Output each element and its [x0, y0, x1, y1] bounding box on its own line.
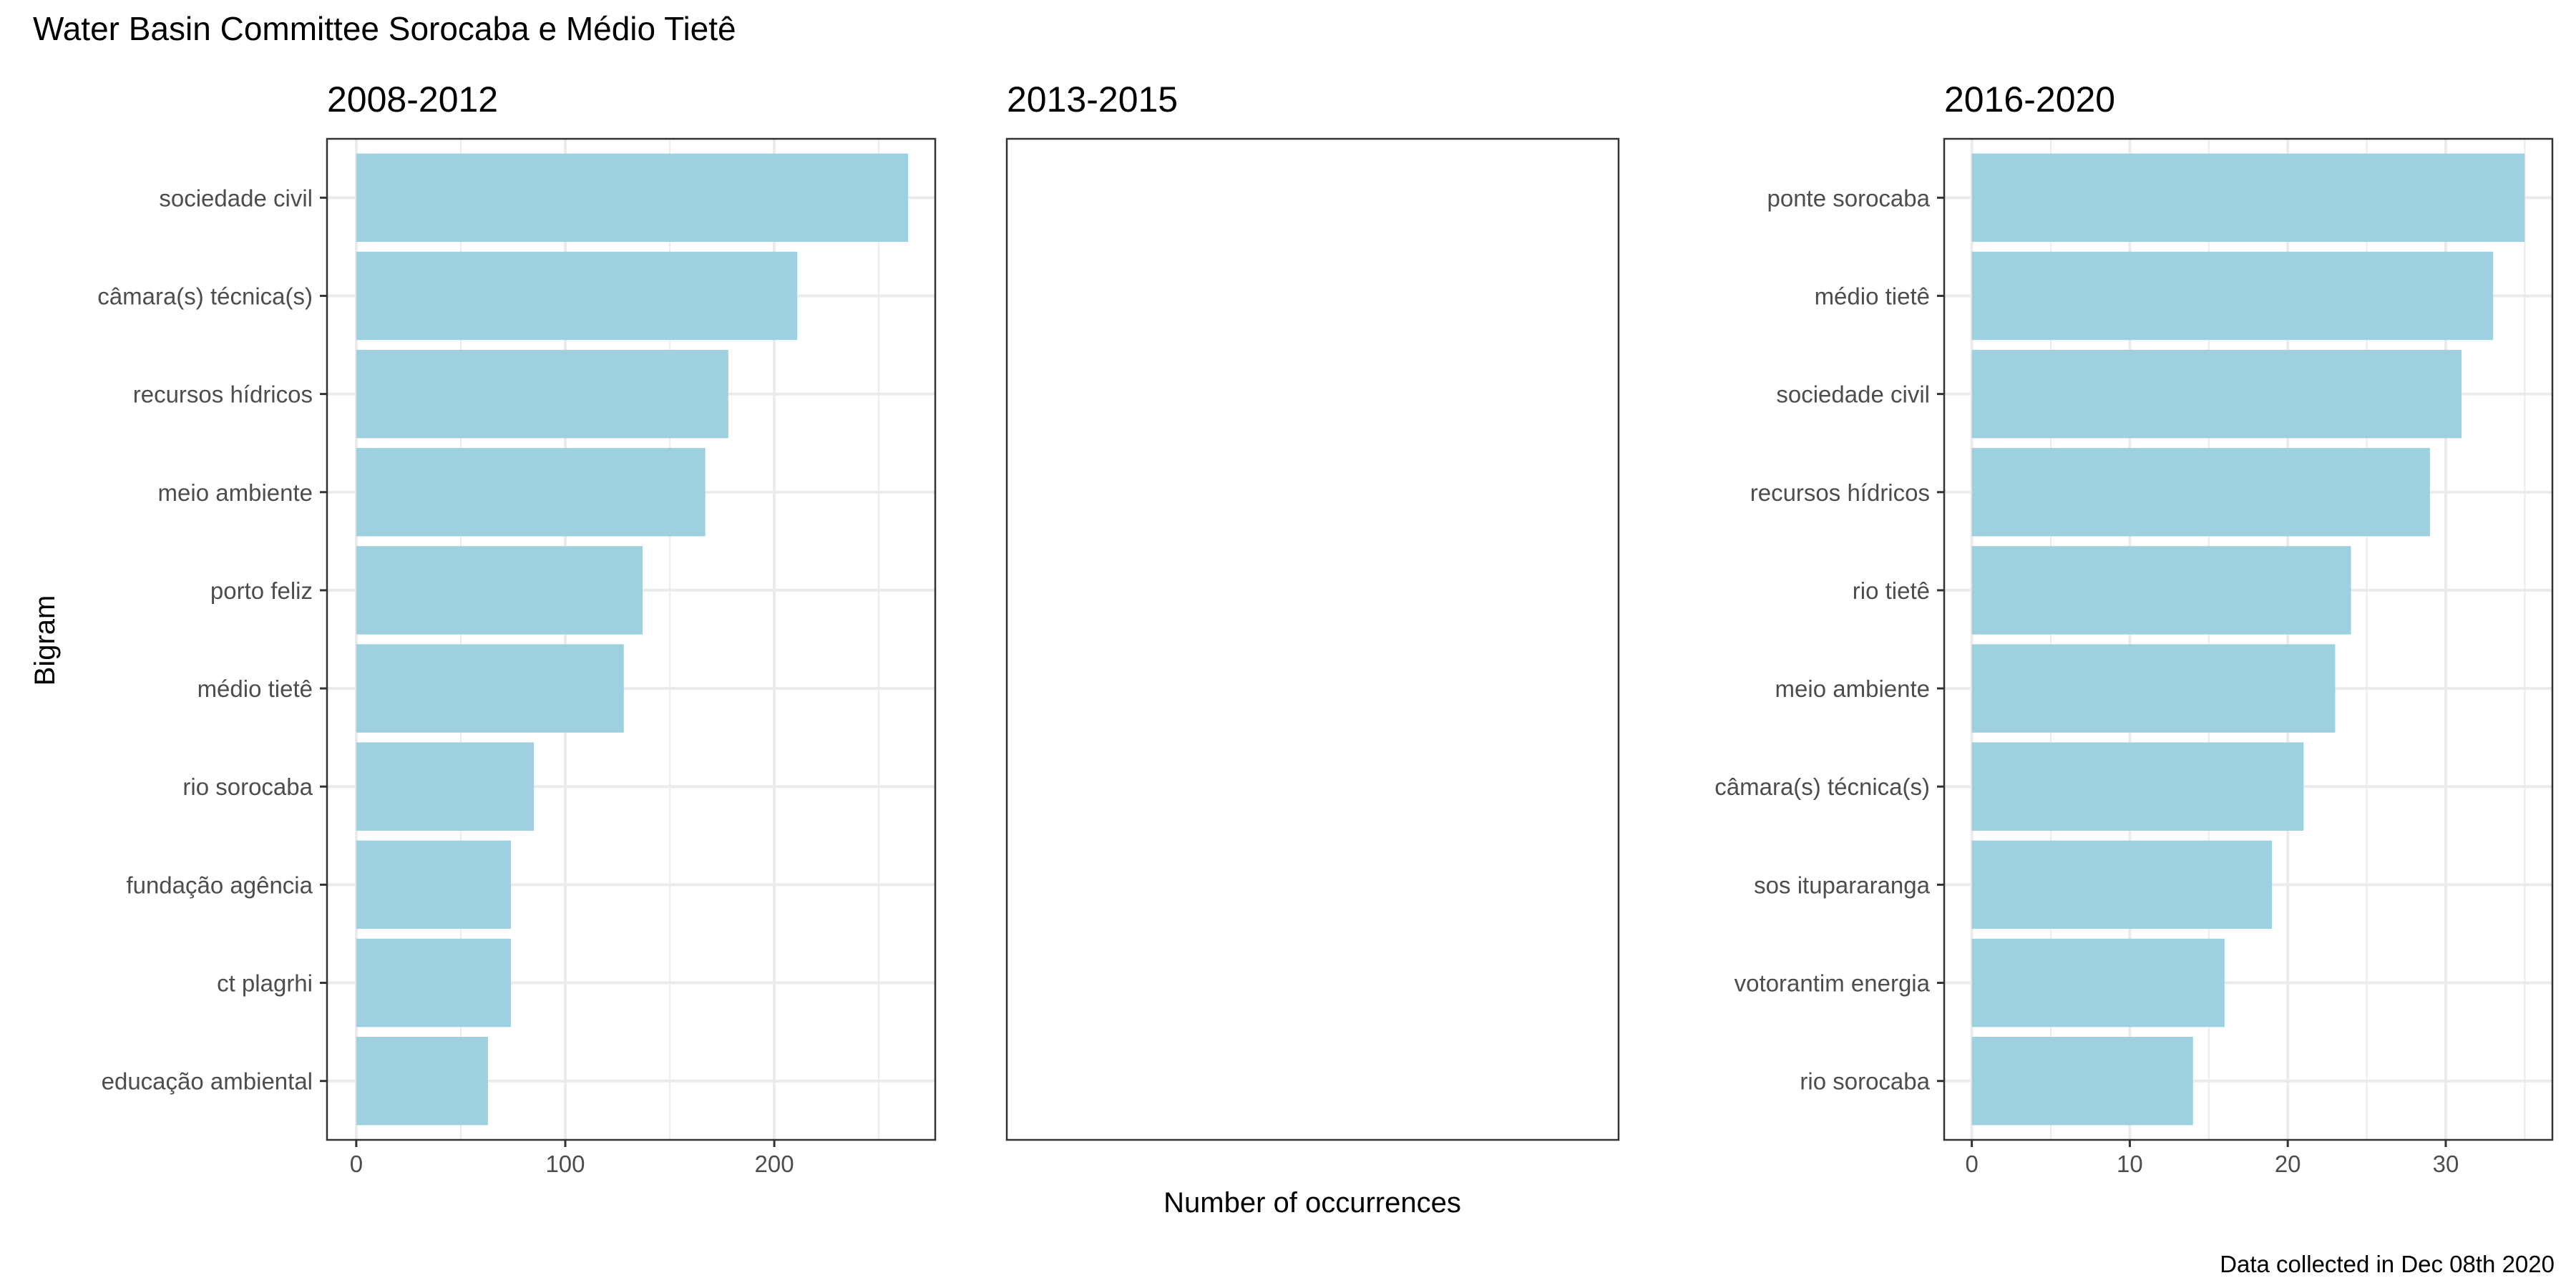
- category-label: recursos hídricos: [133, 381, 313, 408]
- category-label: rio tietê: [1853, 577, 1930, 604]
- bar: [1971, 840, 2273, 930]
- panel-title: 2013-2015: [1007, 79, 1178, 119]
- category-label: fundação agência: [126, 872, 313, 898]
- x-tick-label: 30: [2433, 1151, 2459, 1177]
- category-label: sos itupararanga: [1754, 872, 1930, 898]
- bar: [356, 448, 706, 537]
- panel-2: 2013-2015: [1005, 79, 1620, 1141]
- category-label: rio sorocaba: [1800, 1068, 1930, 1095]
- x-tick-label: 0: [350, 1151, 363, 1177]
- category-label: ponte sorocaba: [1767, 185, 1930, 211]
- bar: [1971, 448, 2430, 537]
- bar: [1971, 1036, 2193, 1126]
- x-tick-label: 20: [2275, 1151, 2301, 1177]
- bar: [356, 644, 624, 733]
- category-label: recursos hídricos: [1750, 479, 1930, 506]
- category-label: meio ambiente: [1775, 675, 1930, 702]
- x-tick-label: 200: [755, 1151, 794, 1177]
- panel-title: 2008-2012: [327, 79, 498, 119]
- panel-title: 2016-2020: [1944, 79, 2115, 119]
- bar: [356, 349, 728, 439]
- bar: [1971, 546, 2351, 635]
- bar: [1971, 644, 2336, 733]
- x-tick-label: 0: [1965, 1151, 1978, 1177]
- x-tick-label: 10: [2117, 1151, 2143, 1177]
- panel-1: 2008-2012 sociedade civil câmara(s) técnic…: [97, 79, 937, 1177]
- bar: [356, 840, 512, 930]
- facet-panels: 2008-2012 sociedade civil câmara(s) técnic…: [97, 79, 2554, 1177]
- category-label: votorantim energia: [1735, 970, 1931, 997]
- category-label: sociedade civil: [159, 185, 313, 211]
- bar: [356, 153, 909, 243]
- bar: [1971, 938, 2225, 1028]
- x-tick-label: 100: [545, 1151, 585, 1177]
- x-axis-label: Number of occurrences: [1163, 1187, 1461, 1219]
- panel-border: [1943, 137, 2554, 1141]
- category-label: meio ambiente: [158, 479, 313, 506]
- bar: [356, 546, 643, 635]
- panel-border: [326, 137, 937, 1141]
- category-label: porto feliz: [210, 577, 313, 604]
- bar: [1971, 349, 2462, 439]
- panel-3: 2016-2020 ponte sorocaba médio tietê socied…: [1714, 79, 2554, 1177]
- bar: [356, 938, 512, 1028]
- figure-title: Water Basin Committee Sorocaba e Médio T…: [33, 10, 736, 47]
- category-label: médio tietê: [1815, 283, 1930, 309]
- bar: [1971, 153, 2525, 243]
- category-label: ct plagrhi: [217, 970, 313, 997]
- category-label: câmara(s) técnica(s): [1714, 774, 1930, 800]
- y-axis-label: Bigram: [29, 595, 61, 686]
- panel-border: [1005, 137, 1620, 1141]
- category-label: educação ambiental: [102, 1068, 313, 1095]
- category-label: rio sorocaba: [182, 774, 313, 800]
- bar: [356, 1036, 488, 1126]
- category-label: câmara(s) técnica(s): [97, 283, 313, 309]
- bar: [356, 742, 535, 831]
- caption: Data collected in Dec 08th 2020: [2220, 1251, 2555, 1277]
- category-label: médio tietê: [197, 675, 313, 702]
- category-label: sociedade civil: [1776, 381, 1930, 408]
- bar: [356, 251, 798, 341]
- bar: [1971, 251, 2494, 341]
- bar: [1971, 742, 2304, 831]
